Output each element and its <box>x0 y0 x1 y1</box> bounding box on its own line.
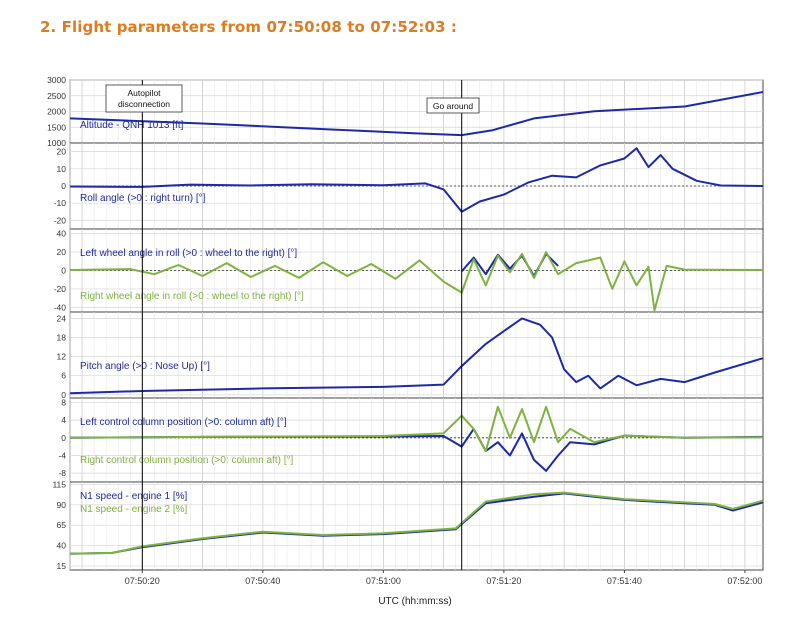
section-heading: 2. Flight parameters from 07:50:08 to 07… <box>40 18 458 36</box>
x-tick-label: 07:50:40 <box>245 576 280 586</box>
series-label-wheel-0: Left wheel angle in roll (>0 : wheel to … <box>80 248 297 259</box>
series-label-altitude-0: Altitude - QNH 1013 [ft] <box>80 120 184 131</box>
y-tick-label: -20 <box>54 284 67 294</box>
x-tick-label: 07:50:20 <box>125 576 160 586</box>
event-box-go-around <box>426 97 480 114</box>
y-tick-label: 20 <box>57 247 67 257</box>
panel-pitch: 0 6 12 18 24 Pitch angle (>0 : Nose Up) [°] <box>57 311 764 400</box>
panel-n1: 15 40 65 90 115 N1 speed - engine 1 [%] N1 spe… <box>52 479 764 571</box>
panel-wheel: -40 -20 0 20 40 Left wheel angle in roll (>0 … <box>54 228 764 312</box>
y-tick-label: 65 <box>57 520 67 530</box>
series-label-n1-0: N1 speed - engine 1 [%] <box>80 491 188 502</box>
event-box-autopilot <box>105 84 183 113</box>
x-tick-label: 07:51:20 <box>486 576 521 586</box>
y-tick-label: 3000 <box>47 75 66 85</box>
y-tick-label: 10 <box>57 164 67 174</box>
y-tick-label: 90 <box>57 500 67 510</box>
y-tick-label: 0 <box>61 390 66 400</box>
series-line-pitch-0 <box>69 317 764 395</box>
series-line-altitude-0 <box>69 91 764 137</box>
y-tick-label: 2000 <box>47 107 66 117</box>
y-tick-label: -20 <box>54 215 67 225</box>
y-tick-label: 40 <box>57 229 67 239</box>
y-tick-label: 1000 <box>47 138 66 148</box>
event-label-go-around: Go around <box>433 101 473 111</box>
series-label-roll-0: Roll angle (>0 : right turn) [°] <box>80 193 206 204</box>
series-label-column-1: Right control column position (>0: colum… <box>80 455 293 466</box>
series-line-column-0 <box>69 427 764 472</box>
x-axis-label: UTC (hh:mm:ss) <box>378 596 451 607</box>
y-tick-label: 40 <box>57 541 67 551</box>
y-tick-label: 20 <box>57 147 67 157</box>
x-tick-label: 07:51:00 <box>366 576 401 586</box>
y-tick-label: 0 <box>61 266 66 276</box>
event-label-autopilot: Autopilot <box>127 88 161 98</box>
y-tick-label: -40 <box>54 302 67 312</box>
y-tick-label: -10 <box>54 198 67 208</box>
y-tick-label: 15 <box>57 561 67 571</box>
series-line-n1-0 <box>69 492 764 555</box>
x-tick-label: 07:52:00 <box>727 576 762 586</box>
y-tick-label: 0 <box>61 433 66 443</box>
y-tick-label: -8 <box>58 468 66 478</box>
series-label-pitch-0: Pitch angle (>0 : Nose Up) [°] <box>80 361 210 372</box>
series-line-roll-0 <box>69 147 764 213</box>
event-label-autopilot-line2: disconnection <box>118 99 170 109</box>
y-tick-label: 0 <box>61 181 66 191</box>
y-tick-label: 12 <box>57 352 67 362</box>
panel-column: -8 -4 0 4 8 Left control column position (>0:… <box>58 397 764 482</box>
y-tick-label: -4 <box>58 450 66 460</box>
series-line-n1-1 <box>69 491 764 555</box>
series-line-column-1 <box>69 405 764 453</box>
y-tick-label: 8 <box>61 397 66 407</box>
series-label-n1-1: N1 speed - engine 2 [%] <box>80 504 188 515</box>
panel-roll: -20 -10 0 10 20 Roll angle (>0 : right turn) … <box>54 142 764 229</box>
y-tick-label: 1500 <box>47 122 66 132</box>
y-tick-label: 24 <box>57 313 67 323</box>
x-tick-label: 07:51:40 <box>607 576 642 586</box>
y-tick-label: 6 <box>61 371 66 381</box>
y-tick-label: 115 <box>52 479 66 489</box>
y-tick-label: 2500 <box>47 91 66 101</box>
series-label-column-0: Left control column position (>0: column… <box>80 417 287 428</box>
series-line-wheel-1 <box>69 251 764 312</box>
series-label-wheel-1: Right wheel angle in roll (>0 : wheel to… <box>80 291 304 302</box>
y-tick-label: 18 <box>57 332 67 342</box>
y-tick-label: 4 <box>61 415 66 425</box>
